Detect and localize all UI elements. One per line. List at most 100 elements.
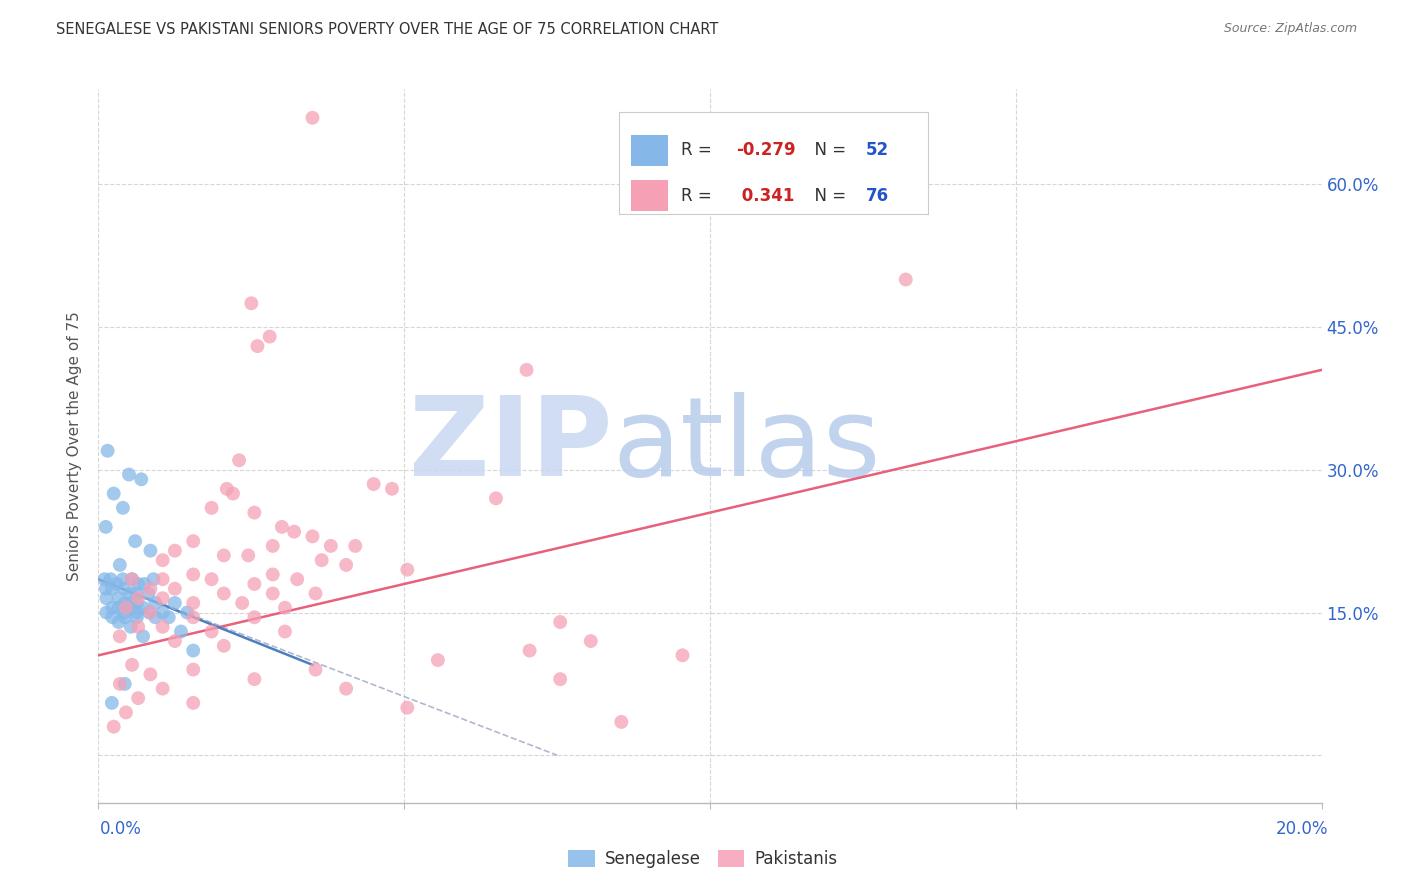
Point [381,482,404,496]
Point [319,539,342,553]
Point [96,591,118,606]
Point [262,586,284,600]
Point [108,558,131,572]
Point [101,582,124,596]
Point [301,111,323,125]
Point [129,472,152,486]
Text: ZIP: ZIP [409,392,612,500]
Text: 0.341: 0.341 [737,186,794,204]
Point [274,624,297,639]
Point [240,296,263,310]
Text: -0.279: -0.279 [737,142,796,160]
Point [200,624,222,639]
Point [118,467,141,482]
Point [94,520,117,534]
Point [396,563,419,577]
Legend: Senegalese, Pakistanis: Senegalese, Pakistanis [562,843,844,875]
Point [101,600,124,615]
Point [170,624,193,639]
Point [516,363,538,377]
Point [101,696,124,710]
Point [212,586,235,600]
Point [108,677,131,691]
Point [138,606,160,620]
Point [181,610,204,624]
Point [125,586,148,600]
Point [139,543,162,558]
Text: N =: N = [804,142,852,160]
Point [100,572,122,586]
Point [127,691,149,706]
Point [274,600,297,615]
Point [120,600,142,615]
Point [152,620,174,634]
Point [671,648,693,663]
Point [181,643,204,657]
Point [301,529,323,543]
Point [121,572,143,586]
Point [363,477,385,491]
Point [125,610,148,624]
Point [152,572,174,586]
Point [311,553,333,567]
Point [181,663,204,677]
Point [94,582,117,596]
Point [114,596,136,610]
Point [120,586,142,600]
Text: 20.0%: 20.0% [1277,820,1329,838]
Text: R =: R = [681,142,717,160]
Point [243,610,266,624]
Point [108,629,131,643]
Point [485,491,508,506]
Point [181,696,204,710]
Point [163,543,186,558]
Point [283,524,305,539]
Point [112,582,135,596]
Point [111,572,134,586]
Point [103,486,125,500]
Point [396,700,419,714]
Point [344,539,367,553]
Point [426,653,449,667]
Text: Source: ZipAtlas.com: Source: ZipAtlas.com [1223,22,1357,36]
Point [134,577,156,591]
Text: R =: R = [681,186,717,204]
Point [121,572,143,586]
Point [181,596,204,610]
Point [139,606,162,620]
Point [285,572,308,586]
Point [231,596,253,610]
Point [127,620,149,634]
Point [138,586,160,600]
Point [181,567,204,582]
Point [176,606,198,620]
Text: 76: 76 [866,186,889,204]
Point [246,339,269,353]
Point [262,567,284,582]
Point [243,672,266,686]
Point [132,600,155,615]
Point [579,634,602,648]
Point [125,606,148,620]
Point [143,610,166,624]
Point [115,706,138,720]
Point [163,596,186,610]
Point [101,610,124,624]
Point [152,553,174,567]
Point [894,272,917,286]
Point [124,534,146,549]
Point [163,582,186,596]
Point [152,681,174,696]
Point [215,482,238,496]
Point [335,681,357,696]
Point [115,600,138,615]
Point [143,596,166,610]
Point [238,549,260,563]
Point [114,677,136,691]
Point [152,591,174,606]
Point [200,572,222,586]
Point [107,615,129,629]
Text: 52: 52 [866,142,889,160]
Point [114,606,136,620]
Point [132,629,155,643]
